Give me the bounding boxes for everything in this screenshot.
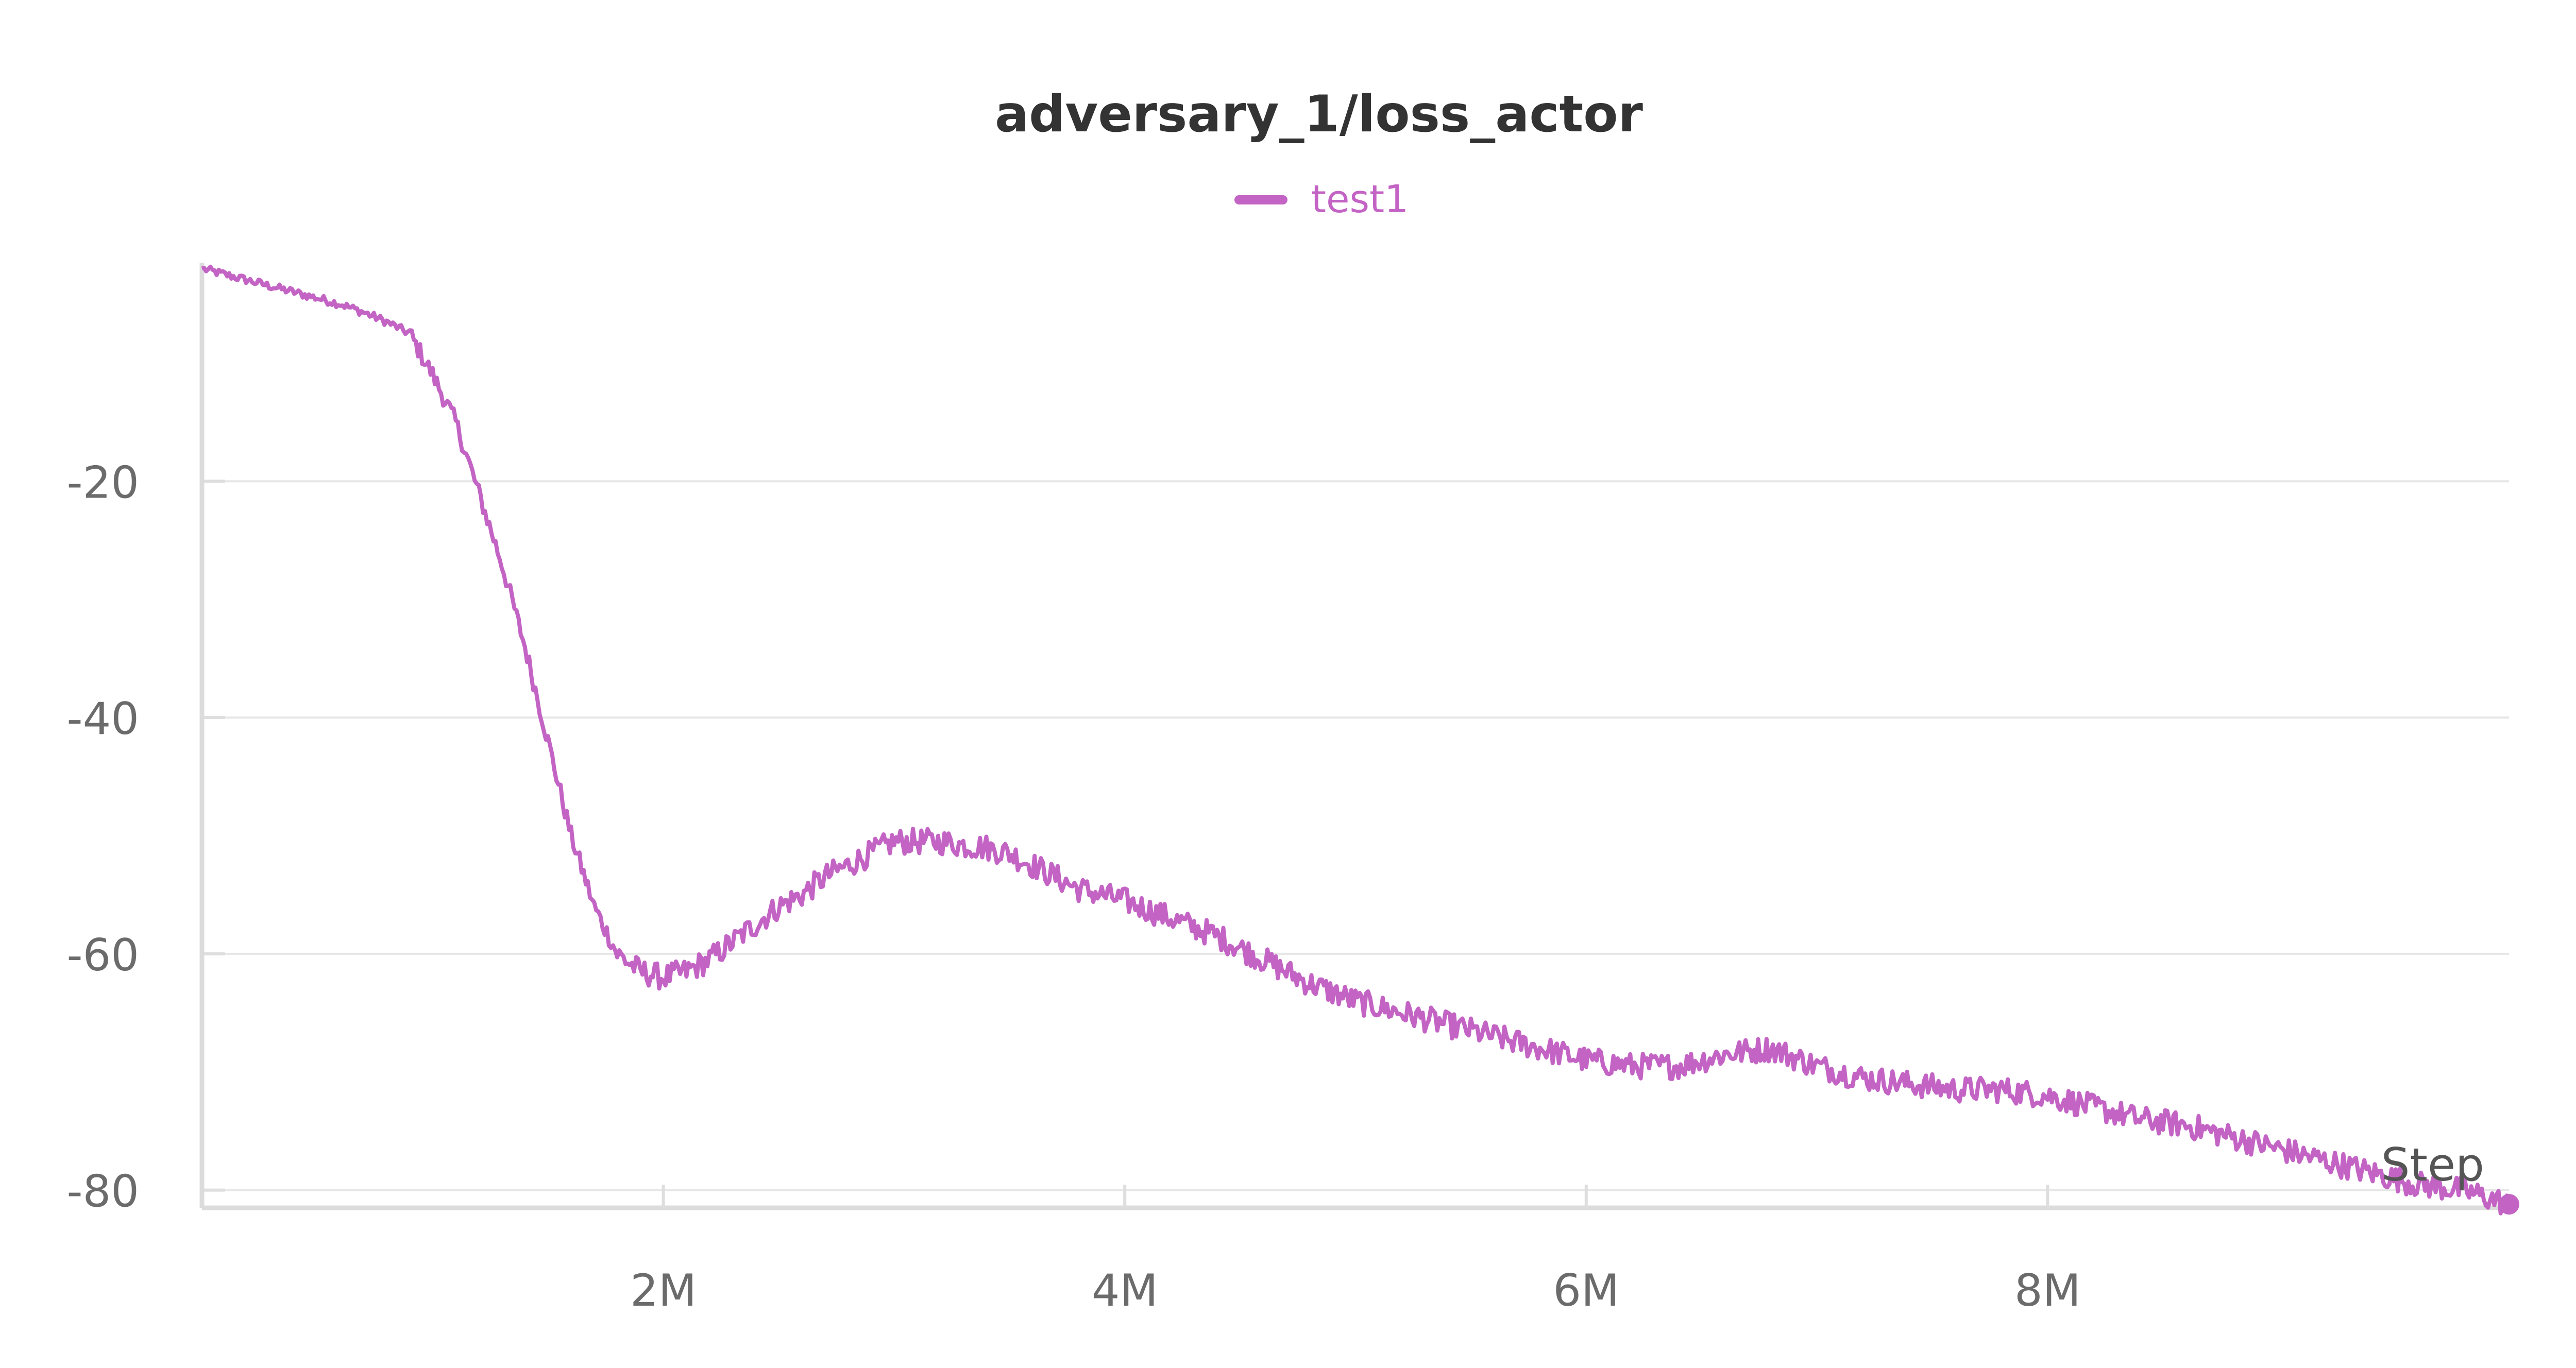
axes [199,263,2509,1210]
x-tick-label: 2M [630,1265,697,1316]
chart-title: adversary_1/loss_actor [995,85,1643,144]
series-layer [201,264,2519,1216]
y-tick-label: -20 [67,457,139,508]
legend[interactable]: test1 [1234,177,1409,221]
x-tick-label: 6M [1553,1265,1619,1316]
tick-labels: -20 -40 -60 -80 2M 4M 6M 8M [67,457,2081,1316]
gridlines [202,480,2509,1191]
y-tick-label: -80 [67,1166,139,1218]
y-tick-label: -40 [67,693,139,745]
x-tick-label: 4M [1092,1265,1158,1316]
x-tick-label: 8M [2014,1265,2081,1316]
y-tick-label: -60 [67,930,139,981]
series-endpoint[interactable] [2499,1194,2519,1215]
legend-label: test1 [1311,177,1409,221]
series-line-test1[interactable] [201,264,2511,1216]
x-axis-label: Step [2381,1138,2484,1191]
